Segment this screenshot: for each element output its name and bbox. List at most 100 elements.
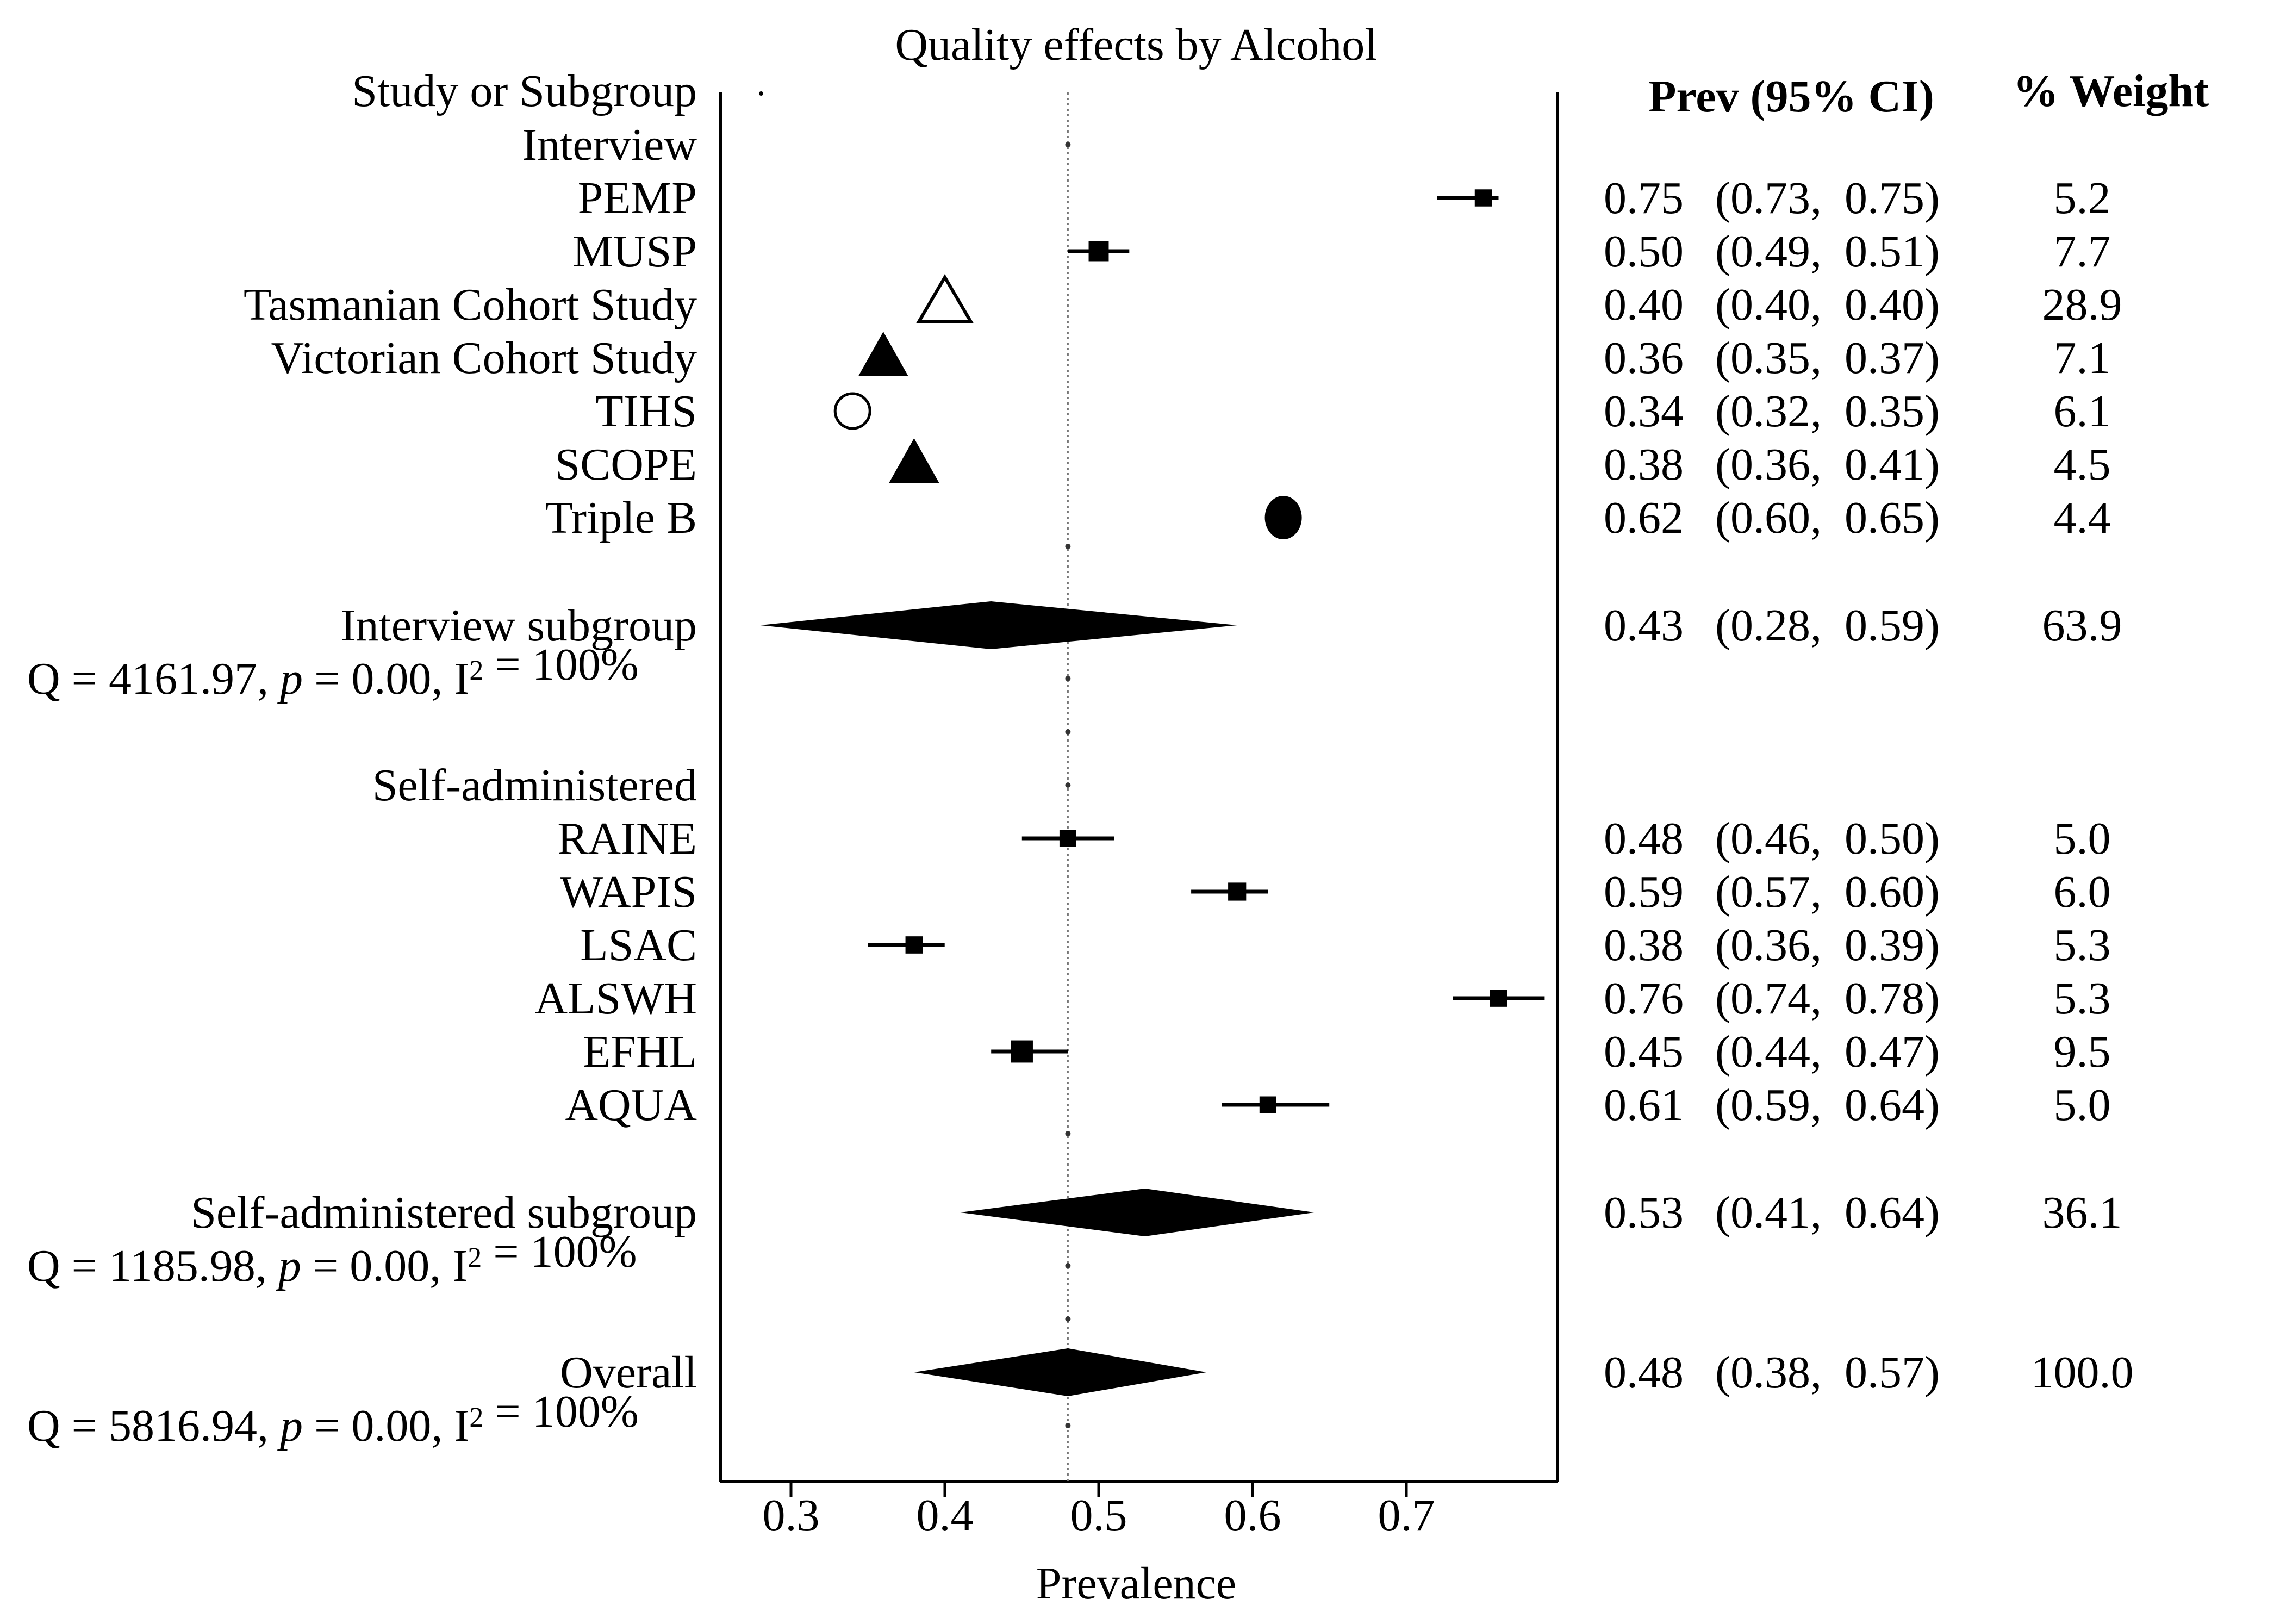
study-prev-text: 0.48 xyxy=(1604,813,1684,864)
study-ci-text: (0.40, 0.40) xyxy=(1715,279,1940,330)
study-weight-text: 6.1 xyxy=(2054,386,2111,437)
study-prev-text: 0.38 xyxy=(1604,920,1684,970)
study-prev-text: 0.62 xyxy=(1604,493,1684,543)
reference-dot xyxy=(1065,782,1071,788)
reference-dot xyxy=(1065,676,1071,681)
study-prev-text: 0.45 xyxy=(1604,1026,1684,1077)
reference-dot xyxy=(1065,1423,1071,1428)
subgroup-heterogeneity-stats: Q = 1185.98, p = 0.00, I2 = 100% xyxy=(27,1227,637,1291)
overall-heterogeneity-stats: Q = 5816.94, p = 0.00, I2 = 100% xyxy=(27,1386,639,1451)
study-ci-text: (0.46, 0.50) xyxy=(1715,813,1940,864)
study-label: Tasmanian Cohort Study xyxy=(244,279,697,330)
x-tick-label: 0.7 xyxy=(1378,1490,1435,1541)
study-point-square xyxy=(905,936,923,954)
study-label: TIHS xyxy=(595,386,697,437)
study-point-filled-circle xyxy=(1264,496,1302,539)
overall-weight-text: 100.0 xyxy=(2031,1347,2134,1398)
study-weight-text: 7.7 xyxy=(2054,226,2111,277)
reference-dot xyxy=(1065,142,1071,147)
study-ci-text: (0.74, 0.78) xyxy=(1715,973,1940,1024)
study-weight-text: 7.1 xyxy=(2054,333,2111,383)
subgroup-label: Self-administered subgroup xyxy=(191,1187,697,1238)
axes: 0.3 0.4 0.5 0.6 0.7 xyxy=(719,91,1559,1541)
header-prev-ci: Prev (95% CI) xyxy=(1648,71,1934,122)
group-header-label: Interview xyxy=(522,120,697,170)
study-ci-text: (0.49, 0.51) xyxy=(1715,226,1940,277)
study-weight-text: 5.3 xyxy=(2054,973,2111,1024)
study-prev-text: 0.75 xyxy=(1604,173,1684,223)
study-weight-text: 9.5 xyxy=(2054,1026,2111,1077)
study-weight-text: 6.0 xyxy=(2054,867,2111,917)
study-point-square xyxy=(1228,882,1247,901)
x-axis-label: Prevalence xyxy=(1036,1558,1236,1609)
study-prev-text: 0.50 xyxy=(1604,226,1684,277)
stray-dot xyxy=(759,91,763,96)
study-weight-text: 4.4 xyxy=(2054,493,2111,543)
x-tick-label: 0.3 xyxy=(763,1490,820,1541)
study-prev-text: 0.59 xyxy=(1604,867,1684,917)
study-point-open-triangle xyxy=(915,274,974,323)
group-header-label: Self-administered xyxy=(372,760,697,811)
study-label: Victorian Cohort Study xyxy=(271,333,697,383)
subgroup-prev-text: 0.43 xyxy=(1604,600,1684,651)
study-weight-text: 5.0 xyxy=(2054,1080,2111,1130)
study-prev-text: 0.36 xyxy=(1604,333,1684,383)
study-ci-text: (0.36, 0.41) xyxy=(1715,439,1940,490)
study-label: WAPIS xyxy=(560,867,697,917)
study-ci-text: (0.73, 0.75) xyxy=(1715,173,1940,223)
subgroup-label: Interview subgroup xyxy=(340,600,697,651)
study-prev-text: 0.61 xyxy=(1604,1080,1684,1130)
x-tick-label: 0.6 xyxy=(1224,1490,1281,1541)
study-weight-text: 28.9 xyxy=(2042,279,2122,330)
study-ci-text: (0.32, 0.35) xyxy=(1715,386,1940,437)
study-weight-text: 5.3 xyxy=(2054,920,2111,970)
study-point-square xyxy=(1088,241,1109,262)
subgroup-diamond xyxy=(960,1189,1315,1236)
study-ci-text: (0.60, 0.65) xyxy=(1715,493,1940,543)
study-label: EFHL xyxy=(583,1026,697,1077)
subgroup-ci-text: (0.41, 0.64) xyxy=(1715,1187,1940,1238)
study-ci-text: (0.35, 0.37) xyxy=(1715,333,1940,383)
study-prev-text: 0.38 xyxy=(1604,439,1684,490)
overall-label: Overall xyxy=(560,1347,697,1398)
study-prev-text: 0.76 xyxy=(1604,973,1684,1024)
subgroup-heterogeneity-stats: Q = 4161.97, p = 0.00, I2 = 100% xyxy=(27,639,639,704)
reference-dot xyxy=(1065,729,1071,735)
study-label: SCOPE xyxy=(555,439,697,490)
study-point-square xyxy=(1059,830,1076,847)
subgroup-diamond xyxy=(760,601,1237,649)
study-label: ALSWH xyxy=(534,973,697,1024)
reference-dot xyxy=(1065,544,1071,549)
subgroup-ci-text: (0.28, 0.59) xyxy=(1715,600,1940,651)
study-point-square xyxy=(1474,189,1492,207)
subgroup-weight-text: 36.1 xyxy=(2042,1187,2122,1238)
study-ci-text: (0.57, 0.60) xyxy=(1715,867,1940,917)
study-ci-text: (0.59, 0.64) xyxy=(1715,1080,1940,1130)
study-weight-text: 5.2 xyxy=(2054,173,2111,223)
subgroup-weight-text: 63.9 xyxy=(2042,600,2122,651)
study-ci-text: (0.44, 0.47) xyxy=(1715,1026,1940,1077)
study-label: Triple B xyxy=(545,493,697,543)
subgroup-prev-text: 0.53 xyxy=(1604,1187,1684,1238)
study-point-filled-triangle xyxy=(889,438,939,483)
study-point-square xyxy=(1490,990,1507,1007)
study-point-square xyxy=(1011,1040,1033,1063)
reference-dot xyxy=(1065,1131,1071,1136)
study-weight-text: 4.5 xyxy=(2054,439,2111,490)
overall-prev-text: 0.48 xyxy=(1604,1347,1684,1398)
header-study: Study or Subgroup xyxy=(352,66,697,116)
study-point-square xyxy=(1259,1096,1276,1113)
overall-diamond xyxy=(914,1348,1207,1396)
study-ci-text: (0.36, 0.39) xyxy=(1715,920,1940,970)
study-label: RAINE xyxy=(557,813,697,864)
header-weight: % Weight xyxy=(2013,66,2209,116)
study-label: LSAC xyxy=(580,920,697,970)
study-point-filled-triangle xyxy=(858,332,908,376)
overall-ci-text: (0.38, 0.57) xyxy=(1715,1347,1940,1398)
reference-dot xyxy=(1065,1316,1071,1322)
study-prev-text: 0.34 xyxy=(1604,386,1684,437)
x-tick-label: 0.4 xyxy=(917,1490,974,1541)
x-tick-label: 0.5 xyxy=(1070,1490,1127,1541)
study-prev-text: 0.40 xyxy=(1604,279,1684,330)
